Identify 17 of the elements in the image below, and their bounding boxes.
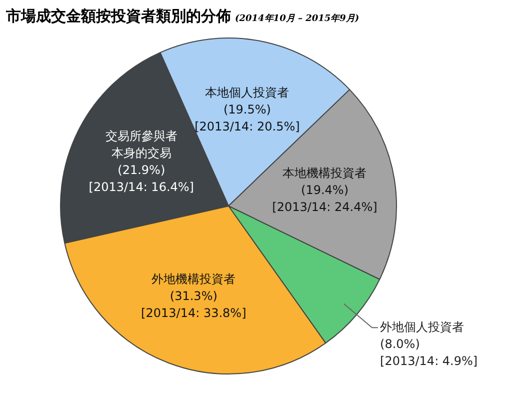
slice-label: 外地個人投資者	[380, 320, 464, 334]
slice-label: 交易所參與者本身的交易	[105, 128, 178, 160]
data-label: (8.0%)	[380, 336, 420, 351]
data-label: (19.5%)	[223, 102, 271, 116]
text: [2013/14: 4.9%]	[380, 354, 478, 368]
chart-subtitle: (2014年10月 – 2015年9月)	[235, 14, 360, 24]
text: [2013/14: 24.4%]	[272, 200, 378, 214]
data-label: (31.3%)	[170, 289, 218, 304]
text: [2013/14: 16.4%]	[88, 180, 194, 194]
text: [2013/14: 20.5%]	[194, 119, 300, 134]
slice-label: 本地機構投資者	[282, 166, 367, 180]
text: [2013/14: 33.8%]	[141, 306, 246, 320]
data-label: (19.4%)	[301, 182, 348, 197]
slice-label: 外地機構投資者	[152, 272, 236, 286]
chart-title: 市場成交金額按投資者類別的分佈	[6, 7, 231, 25]
slice-label: 本地個人投資者	[205, 85, 290, 100]
data-label: (21.9%)	[118, 162, 166, 177]
